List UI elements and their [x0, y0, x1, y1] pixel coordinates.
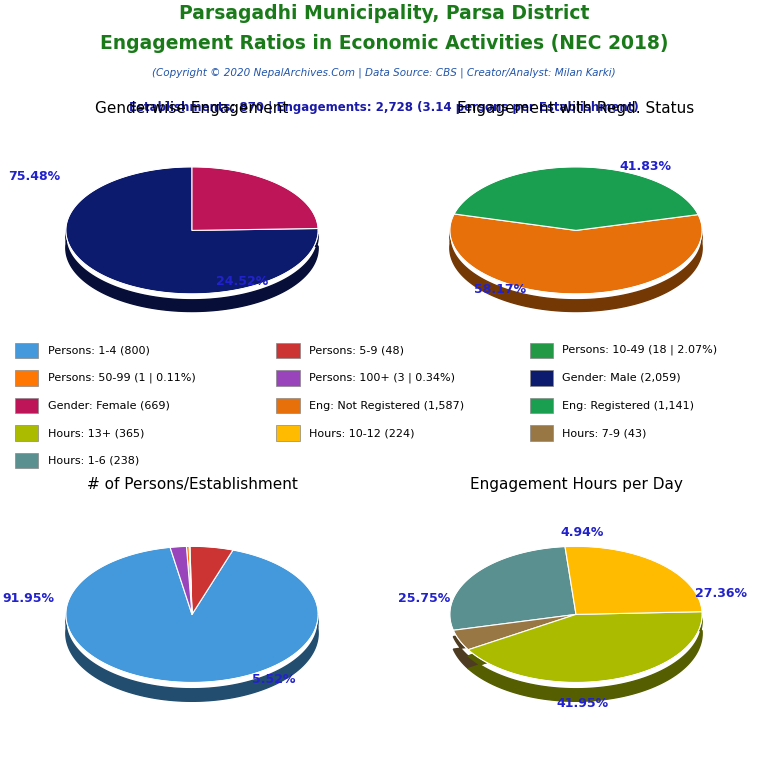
Title: # of Persons/Establishment: # of Persons/Establishment [87, 477, 297, 492]
Polygon shape [565, 546, 702, 614]
Polygon shape [66, 173, 318, 312]
Text: (Copyright © 2020 NepalArchives.Com | Data Source: CBS | Creator/Analyst: Milan : (Copyright © 2020 NepalArchives.Com | Da… [152, 68, 616, 78]
Polygon shape [190, 546, 233, 614]
Text: Hours: 13+ (365): Hours: 13+ (365) [48, 428, 144, 439]
Text: Gender: Female (669): Gender: Female (669) [48, 400, 170, 411]
Polygon shape [454, 167, 698, 230]
Text: 58.17%: 58.17% [474, 283, 526, 296]
FancyBboxPatch shape [530, 370, 553, 386]
Text: Establishments: 870 | Engagements: 2,728 (3.14 persons per Establishment): Establishments: 870 | Engagements: 2,728… [129, 101, 639, 114]
Title: Genderwise Engagement: Genderwise Engagement [95, 101, 289, 116]
Text: 41.83%: 41.83% [620, 161, 671, 174]
FancyBboxPatch shape [15, 453, 38, 468]
FancyBboxPatch shape [530, 343, 553, 358]
Text: Hours: 1-6 (238): Hours: 1-6 (238) [48, 455, 139, 466]
Text: 75.48%: 75.48% [8, 170, 61, 183]
Text: Persons: 100+ (3 | 0.34%): Persons: 100+ (3 | 0.34%) [309, 372, 455, 383]
Polygon shape [192, 167, 318, 230]
Polygon shape [450, 214, 702, 294]
Text: 24.52%: 24.52% [217, 275, 269, 288]
Text: Persons: 5-9 (48): Persons: 5-9 (48) [309, 345, 404, 356]
Polygon shape [66, 548, 318, 683]
Polygon shape [187, 546, 192, 614]
Text: Eng: Not Registered (1,587): Eng: Not Registered (1,587) [309, 400, 464, 411]
Text: Persons: 1-4 (800): Persons: 1-4 (800) [48, 345, 150, 356]
FancyBboxPatch shape [276, 398, 300, 413]
FancyBboxPatch shape [276, 343, 300, 358]
FancyBboxPatch shape [276, 425, 300, 441]
Text: 4.94%: 4.94% [561, 526, 604, 539]
Polygon shape [450, 547, 576, 631]
Polygon shape [66, 167, 318, 294]
Text: Parsagadhi Municipality, Parsa District: Parsagadhi Municipality, Parsa District [179, 4, 589, 23]
FancyBboxPatch shape [15, 343, 38, 358]
Text: Hours: 10-12 (224): Hours: 10-12 (224) [309, 428, 414, 439]
Polygon shape [66, 554, 318, 701]
FancyBboxPatch shape [530, 398, 553, 413]
Title: Engagement with Regd. Status: Engagement with Regd. Status [458, 101, 694, 116]
Polygon shape [468, 618, 702, 701]
Text: Gender: Male (2,059): Gender: Male (2,059) [562, 372, 680, 383]
Text: 91.95%: 91.95% [2, 592, 54, 605]
Text: Hours: 7-9 (43): Hours: 7-9 (43) [562, 428, 647, 439]
Text: 25.75%: 25.75% [399, 592, 451, 605]
FancyBboxPatch shape [276, 370, 300, 386]
Polygon shape [450, 220, 702, 312]
Text: 5.52%: 5.52% [252, 673, 296, 686]
Text: 27.36%: 27.36% [695, 587, 747, 600]
FancyBboxPatch shape [15, 370, 38, 386]
Text: Persons: 10-49 (18 | 2.07%): Persons: 10-49 (18 | 2.07%) [562, 345, 717, 356]
Text: 41.95%: 41.95% [556, 697, 608, 710]
Polygon shape [170, 546, 192, 614]
Polygon shape [189, 546, 192, 614]
FancyBboxPatch shape [15, 425, 38, 441]
Text: Engagement Ratios in Economic Activities (NEC 2018): Engagement Ratios in Economic Activities… [100, 35, 668, 54]
Polygon shape [468, 611, 702, 683]
Title: Engagement Hours per Day: Engagement Hours per Day [469, 477, 683, 492]
Polygon shape [453, 614, 576, 650]
FancyBboxPatch shape [530, 425, 553, 441]
Text: Persons: 50-99 (1 | 0.11%): Persons: 50-99 (1 | 0.11%) [48, 372, 195, 383]
FancyBboxPatch shape [15, 398, 38, 413]
Text: Eng: Registered (1,141): Eng: Registered (1,141) [562, 400, 694, 411]
Polygon shape [453, 621, 576, 669]
